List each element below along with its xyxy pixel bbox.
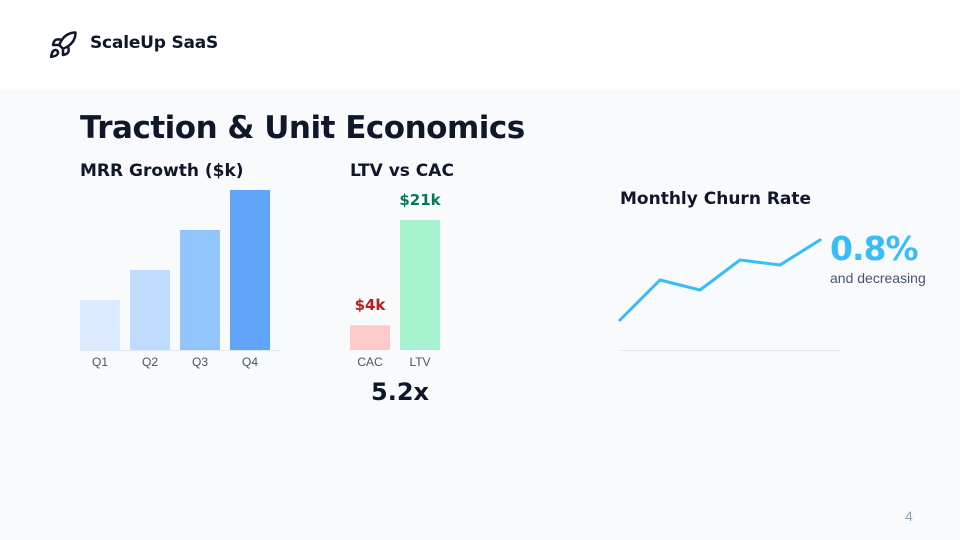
churn-point (818, 238, 822, 242)
mrr-bar-q4 (230, 190, 270, 350)
mrr-bar-q3 (180, 230, 220, 350)
top-bar: ScaleUp SaaS (0, 0, 960, 89)
mrr-tick-label: Q4 (242, 355, 258, 369)
page-title: Traction & Unit Economics (80, 110, 525, 146)
mrr-bar-chart: Q1 Q2 Q3 Q4 (80, 190, 280, 369)
page-number: 4 (905, 508, 913, 524)
cac-value-label: $4k (355, 296, 387, 314)
mrr-tick-label: Q2 (142, 355, 158, 369)
ltv-cac-chart-title: LTV vs CAC (350, 161, 454, 181)
churn-point (658, 278, 662, 282)
mrr-bar-q1 (80, 300, 120, 350)
ltv-tick-label: LTV (409, 355, 430, 369)
churn-point (738, 258, 742, 262)
cac-tick-label: CAC (357, 355, 383, 369)
rocket-icon (49, 31, 77, 59)
churn-point (698, 288, 702, 292)
mrr-bar-q2 (130, 270, 170, 350)
churn-note: and decreasing (830, 270, 926, 286)
mrr-tick-label: Q3 (192, 355, 208, 369)
mrr-chart-title: MRR Growth ($k) (80, 161, 244, 181)
churn-value: 0.8% (830, 229, 919, 268)
churn-point (618, 318, 622, 322)
brand-name: ScaleUp SaaS (90, 33, 219, 53)
ltv-bar (400, 220, 440, 350)
cac-bar (350, 325, 390, 350)
churn-line-chart (618, 238, 840, 351)
churn-series-line (618, 238, 822, 322)
ltv-cac-ratio: 5.2x (371, 378, 429, 406)
churn-chart-title: Monthly Churn Rate (620, 189, 812, 209)
churn-point (778, 263, 782, 267)
ltv-value-label: $21k (399, 191, 441, 209)
ltv-cac-bar-chart: $4k CAC $21k LTV (350, 191, 442, 369)
mrr-tick-label: Q1 (92, 355, 108, 369)
